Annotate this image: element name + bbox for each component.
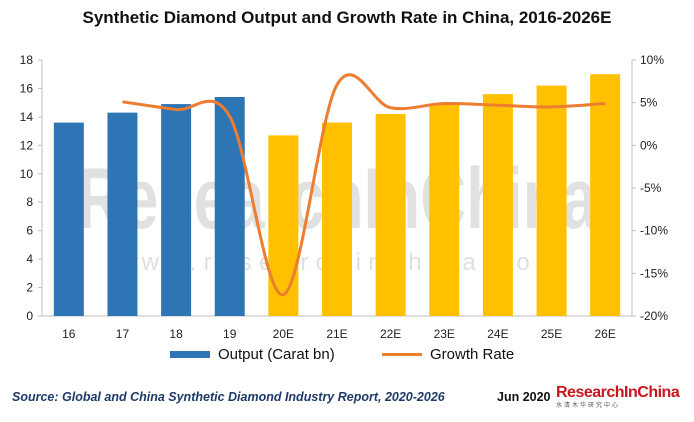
output-bars	[53, 74, 621, 317]
output-bar	[161, 104, 192, 316]
output-bar	[590, 74, 621, 316]
x-tick-label: 19	[223, 327, 237, 341]
x-tick-label: 17	[116, 327, 130, 341]
y-left-tick-label: 4	[26, 252, 33, 266]
chart-area: ResearchInChinawww.researchinchina.com 0…	[20, 53, 669, 341]
output-bar	[322, 122, 352, 316]
logo-subtext: 水清木华研究中心	[556, 403, 621, 409]
brand-logo: ResearchInChina 水清木华研究中心	[556, 384, 680, 409]
y-left-tick-label: 10	[20, 167, 34, 181]
y-left-tick-label: 18	[20, 53, 34, 67]
y-left-tick-label: 6	[26, 224, 33, 238]
x-tick-label: 26E	[595, 327, 616, 341]
report-date: Jun 2020	[497, 390, 551, 404]
x-tick-label: 20E	[273, 327, 294, 341]
y-left-tick-label: 12	[20, 138, 34, 152]
output-bar	[268, 135, 299, 316]
y-right-tick-label: -10%	[640, 224, 668, 238]
y-left-tick-label: 14	[20, 110, 34, 124]
x-tick-label: 21E	[326, 327, 347, 341]
output-bar	[482, 94, 513, 316]
output-bar	[429, 104, 460, 316]
output-bar	[53, 122, 84, 316]
chart-legend: Output (Carat bn) Growth Rate	[0, 346, 694, 370]
growth-rate-line	[122, 73, 606, 297]
y-right-tick-label: 10%	[640, 53, 664, 67]
y-left-tick-label: 16	[20, 81, 34, 95]
chart-title: Synthetic Diamond Output and Growth Rate…	[82, 8, 612, 27]
legend-item-output: Output (Carat bn)	[170, 346, 335, 363]
growth-rate-line-path	[122, 73, 606, 297]
legend-swatch-growth	[382, 353, 422, 356]
x-tick-label: 24E	[487, 327, 508, 341]
legend-swatch-output	[170, 351, 210, 358]
y-left-tick-label: 2	[26, 281, 33, 295]
y-right-tick-label: 0%	[640, 138, 658, 152]
x-tick-label: 22E	[380, 327, 401, 341]
output-bar	[107, 112, 138, 316]
footer: Source: Global and China Synthetic Diamo…	[0, 384, 694, 414]
output-bar	[214, 96, 245, 316]
x-tick-label: 18	[169, 327, 183, 341]
x-tick-label: 16	[62, 327, 76, 341]
x-tick-label: 23E	[434, 327, 455, 341]
output-bar	[536, 85, 567, 316]
legend-item-growth: Growth Rate	[382, 346, 514, 363]
y-right-tick-label: -15%	[640, 266, 668, 280]
logo-text: ResearchInChina	[556, 384, 680, 401]
y-left-tick-label: 8	[26, 195, 33, 209]
y-right-tick-label: -5%	[640, 181, 662, 195]
y-right-tick-label: 5%	[640, 96, 658, 110]
y-left-tick-label: 0	[26, 309, 33, 323]
source-note: Source: Global and China Synthetic Diamo…	[12, 390, 445, 404]
axis-labels: 0 2 4 6 8 10 12 14 16 18 -20% -15% -10% -5% 0% 5% 10% 16 1…	[20, 53, 669, 341]
legend-label-growth: Growth Rate	[430, 346, 515, 363]
legend-label-output: Output (Carat bn)	[218, 346, 335, 363]
x-tick-label: 25E	[541, 327, 562, 341]
y-right-tick-label: -20%	[640, 309, 668, 323]
output-bar	[375, 114, 406, 317]
